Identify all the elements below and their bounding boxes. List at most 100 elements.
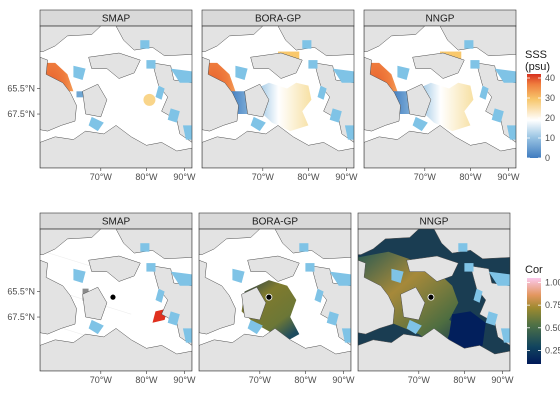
land-mass <box>82 83 108 118</box>
map-panel: NNGP 70°W 80°W 90°W <box>357 212 514 385</box>
panel-border <box>39 228 193 372</box>
x-tick-label: 80°W <box>135 375 158 385</box>
colorbar-tick-label: 20 <box>545 113 555 123</box>
map-area <box>364 26 516 168</box>
map-area <box>202 26 354 168</box>
water-body <box>73 268 86 283</box>
map-area <box>358 229 510 371</box>
colorbar-tick-label: 0.50 <box>545 323 560 333</box>
x-tick-label: 90°W <box>491 375 514 385</box>
land-mass <box>199 259 236 335</box>
land-mass <box>400 286 426 321</box>
water-body <box>170 271 192 286</box>
water-body <box>305 263 315 272</box>
water-body <box>167 108 180 123</box>
water-body <box>170 68 192 83</box>
land-mass <box>433 229 510 260</box>
water-body <box>250 116 266 132</box>
land-mass <box>277 26 354 57</box>
water-body <box>329 271 351 286</box>
land-mass <box>40 26 102 52</box>
x-tick-label: 70°W <box>249 375 272 385</box>
land-mass <box>364 125 516 168</box>
x-tick-label: 90°W <box>173 375 196 385</box>
land-mass <box>247 255 300 282</box>
land-mass <box>412 52 465 79</box>
land-mass <box>40 125 192 168</box>
water-body <box>146 60 156 69</box>
map-area <box>40 229 192 371</box>
land-mass <box>406 255 459 282</box>
land-mass <box>250 52 303 79</box>
land-mass <box>40 259 77 335</box>
water-body <box>479 85 489 100</box>
map-panel: BORA-GP 70°W 80°W 90°W <box>198 212 355 385</box>
panel-border <box>363 25 517 169</box>
water-body <box>326 311 339 326</box>
water-body <box>182 125 192 140</box>
x-tick-label: 70°W <box>252 172 275 182</box>
land-mass <box>202 26 264 52</box>
water-body <box>299 243 309 252</box>
water-body <box>494 68 516 83</box>
y-tick-label: 67.5°N <box>7 312 35 322</box>
facet-label: BORA-GP <box>255 14 301 25</box>
water-body <box>182 328 192 343</box>
facet-label: NNGP <box>426 14 455 25</box>
x-tick-label: 80°W <box>459 172 482 182</box>
land-mass <box>241 286 267 321</box>
map-panel: SMAP 70°W 80°W 90°W <box>39 212 196 385</box>
water-body <box>146 263 156 272</box>
water-body <box>464 263 474 272</box>
land-mass <box>40 328 192 371</box>
water-body <box>302 40 312 49</box>
water-body <box>506 125 516 140</box>
land-mass <box>88 52 141 79</box>
reference-point <box>427 293 435 301</box>
water-body <box>140 40 150 49</box>
water-body <box>247 319 263 335</box>
water-body <box>458 243 468 252</box>
land-mass <box>199 229 261 255</box>
water-body <box>155 288 165 303</box>
reference-point <box>265 293 273 301</box>
land-mass <box>364 56 401 132</box>
map-panel: SMAP 70°W 80°W 90°W <box>39 9 196 182</box>
land-mass <box>358 229 420 255</box>
x-tick-label: 70°W <box>90 375 113 385</box>
x-tick-label: 90°W <box>335 172 358 182</box>
land-mass <box>199 328 351 371</box>
colorbar-legend: SSS(psu)40 30 20 10 0 <box>525 49 555 163</box>
x-tick-label: 70°W <box>90 172 113 182</box>
water-body <box>88 319 104 335</box>
water-body <box>314 288 324 303</box>
water-body <box>235 65 248 80</box>
water-body <box>485 311 498 326</box>
water-body <box>140 243 150 252</box>
legend-title: Cor <box>525 264 543 276</box>
colorbar-tick-label: 10 <box>545 133 555 143</box>
colorbar-tick-label: 0 <box>545 153 550 163</box>
colorbar <box>527 74 541 158</box>
colorbar <box>527 278 541 364</box>
y-tick-label: 67.5°N <box>7 109 35 119</box>
water-body <box>473 288 483 303</box>
water-body <box>232 268 245 283</box>
land-mass <box>88 255 141 282</box>
land-mass <box>202 56 239 132</box>
water-body <box>73 65 86 80</box>
colorbar-tick-label: 1.00 <box>545 278 560 288</box>
land-mass <box>439 26 516 57</box>
land-mass <box>274 229 351 260</box>
panel-border <box>39 25 193 169</box>
water-body <box>317 85 327 100</box>
facet-label: NNGP <box>420 217 449 228</box>
water-body <box>500 328 510 343</box>
land-mass <box>40 56 77 132</box>
x-tick-label: 70°W <box>414 172 437 182</box>
water-body <box>88 116 104 132</box>
land-mass <box>358 259 395 335</box>
